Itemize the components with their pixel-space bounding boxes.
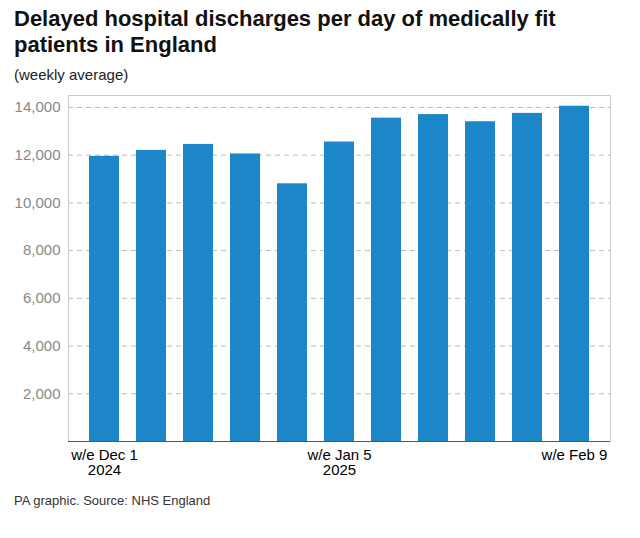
svg-text:10,000: 10,000 (15, 194, 61, 211)
svg-text:6,000: 6,000 (23, 289, 61, 306)
svg-text:w/e Jan 52025: w/e Jan 52025 (306, 446, 371, 478)
svg-text:w/e Feb 9: w/e Feb 9 (541, 446, 608, 463)
svg-text:12,000: 12,000 (15, 146, 61, 163)
svg-text:2,000: 2,000 (23, 385, 61, 402)
svg-text:14,000: 14,000 (15, 98, 61, 115)
html-text:PA graphic. Source: NHS Englan: PA graphic. Source: NHS England (14, 493, 211, 508)
svg-text:8,000: 8,000 (23, 241, 61, 258)
html-text:(weekly average): (weekly average) (14, 66, 129, 83)
svg-text:w/e Dec 12024: w/e Dec 12024 (70, 446, 138, 478)
html-text:Delayed hospital discharges pe: Delayed hospital discharges per day of m… (14, 6, 556, 57)
svg-text:4,000: 4,000 (23, 337, 61, 354)
